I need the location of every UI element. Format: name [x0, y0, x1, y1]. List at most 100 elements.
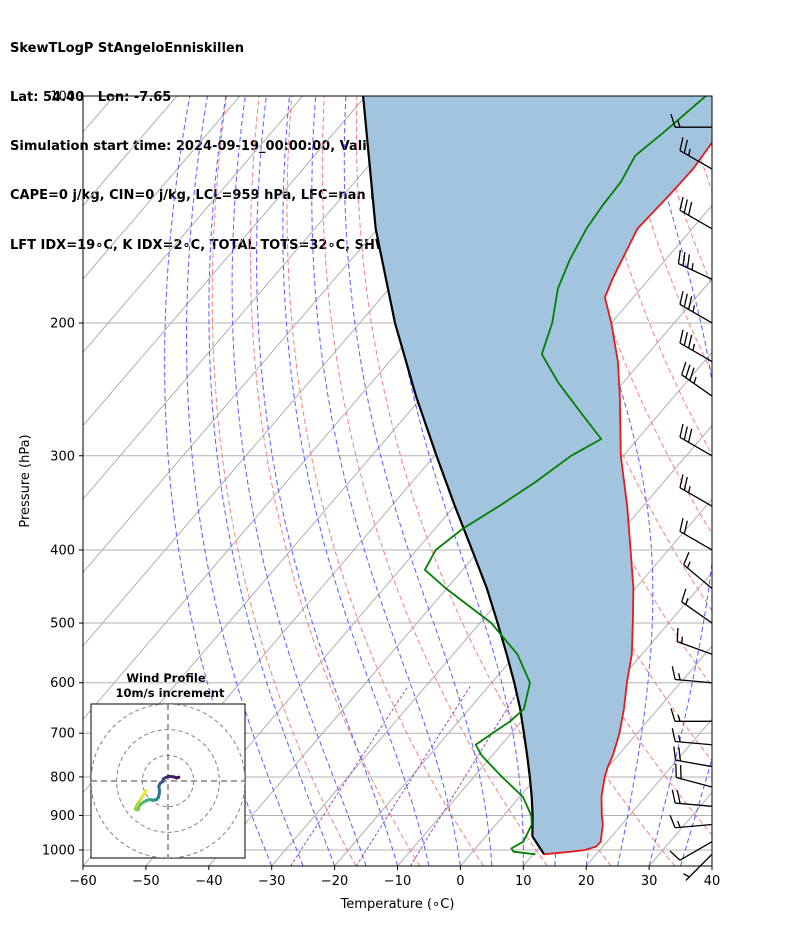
wind-barb-staff [679, 150, 713, 170]
wind-barb-feather [683, 476, 688, 491]
wind-barb-feather [677, 120, 681, 128]
wind-barb-staff [685, 853, 713, 881]
wind-barb [676, 627, 713, 655]
wind-barb-feather [678, 735, 681, 743]
wind-barb-staff [679, 487, 713, 507]
dry-adiabat [249, 96, 421, 866]
wind-barb-feather [683, 426, 688, 440]
wind-barb-feather [683, 332, 688, 346]
wind-barb-feather [679, 518, 684, 532]
x-tick-label: 30 [641, 874, 658, 889]
wind-barb-feather [687, 201, 693, 216]
wind-barb-staff [683, 564, 713, 590]
isotherm-gridline [711, 865, 712, 866]
wind-barb-feather [685, 598, 689, 605]
dry-adiabat [649, 96, 712, 287]
wind-barb-feather [676, 627, 679, 642]
wind-barb-staff [679, 530, 713, 551]
wind-barb-staff [679, 342, 713, 363]
y-tick-label: 300 [50, 449, 75, 464]
wind-barb-feather [683, 139, 688, 154]
wind-barb-feather [681, 361, 687, 376]
wind-barb-staff [676, 776, 713, 788]
isotherm-gridline [397, 498, 712, 866]
moist-adiabat [550, 96, 654, 866]
moist-adiabat [343, 96, 493, 866]
wind-barb-feather [692, 305, 696, 313]
y-tick-label: 400 [50, 543, 75, 558]
isotherm-gridline [585, 718, 712, 866]
x-axis-label: Temperature (∘C) [340, 897, 455, 912]
parcel-profile-line [362, 96, 546, 855]
wind-barb-staff [678, 263, 713, 280]
x-tick-label: 10 [515, 874, 532, 889]
wind-barb-feather [676, 820, 681, 828]
wind-barb [679, 423, 713, 457]
wind-barb-feather [679, 137, 684, 151]
hodograph-plot [91, 704, 245, 858]
wind-barb-feather [681, 588, 687, 603]
wind-barb [679, 137, 713, 170]
wind-barb-feather [686, 561, 691, 569]
wind-barb [675, 763, 713, 788]
y-axis-label: Pressure (hPa) [18, 434, 33, 527]
x-tick-label: −10 [384, 874, 411, 889]
wind-barb-staff [675, 823, 713, 829]
x-tick-label: 40 [704, 874, 721, 889]
moist-adiabat [642, 96, 712, 866]
moist-adiabat [185, 96, 304, 866]
mixing-ratio-line [290, 686, 409, 866]
wind-barb-feather [671, 789, 676, 804]
wind-barb [679, 329, 713, 363]
wind-barb-staff [681, 374, 713, 397]
wind-barb-feather [679, 329, 684, 344]
wind-barb-feather [679, 423, 684, 438]
x-tick-label: 0 [456, 874, 464, 889]
wind-barb-feather [679, 196, 684, 211]
wind-barb-feather [670, 114, 676, 128]
wind-barb-feather [671, 666, 676, 680]
wind-barb [679, 291, 713, 324]
dry-adiabat [356, 96, 612, 866]
y-tick-label: 100 [50, 90, 75, 105]
moist-adiabat [381, 96, 524, 866]
hodograph-subtitle: 10m/s increment [116, 686, 225, 700]
wind-barb-staff [675, 678, 713, 684]
dry-adiabat [780, 96, 794, 866]
wind-barb-feather [683, 293, 688, 308]
wind-barb-feather [687, 334, 693, 349]
isotherm-gridline [522, 645, 712, 866]
wind-barb-feather [679, 474, 684, 488]
y-tick-label: 1000 [42, 844, 75, 859]
wind-barb [673, 746, 713, 768]
wind-barb [670, 114, 712, 128]
isotherm-gridline [83, 96, 241, 280]
wind-barb-staff [675, 802, 713, 807]
wind-barb-feather [689, 367, 695, 381]
wind-barb-feather [683, 199, 688, 213]
wind-barb-feather [687, 296, 693, 310]
wind-barb [671, 728, 713, 746]
y-tick-label: 900 [50, 809, 75, 824]
wind-barb-staff [681, 601, 713, 624]
location-line: Lat: 54.40 Lon: -7.65 [10, 90, 172, 106]
wind-barb [671, 666, 713, 684]
isotherm-gridline [83, 96, 366, 427]
wind-barb-feather [679, 291, 684, 305]
wind-barb-staff [679, 209, 713, 230]
wind-barb-feather [678, 747, 682, 762]
wind-barb-staff [677, 640, 713, 655]
moist-adiabat [744, 96, 794, 866]
wind-barb-feather [691, 263, 694, 271]
wind-barb-feather [687, 428, 693, 443]
x-tick-label: −20 [321, 874, 348, 889]
chart-title: SkewTLogP StAngeloEnniskillen [10, 40, 244, 56]
dry-adiabat [286, 96, 485, 866]
moist-adiabat [256, 96, 398, 866]
wind-barb [683, 551, 713, 590]
wind-barb-feather [683, 551, 690, 566]
y-tick-label: 500 [50, 617, 75, 632]
wind-barb-feather [676, 790, 681, 804]
wind-barb-feather [692, 343, 696, 351]
